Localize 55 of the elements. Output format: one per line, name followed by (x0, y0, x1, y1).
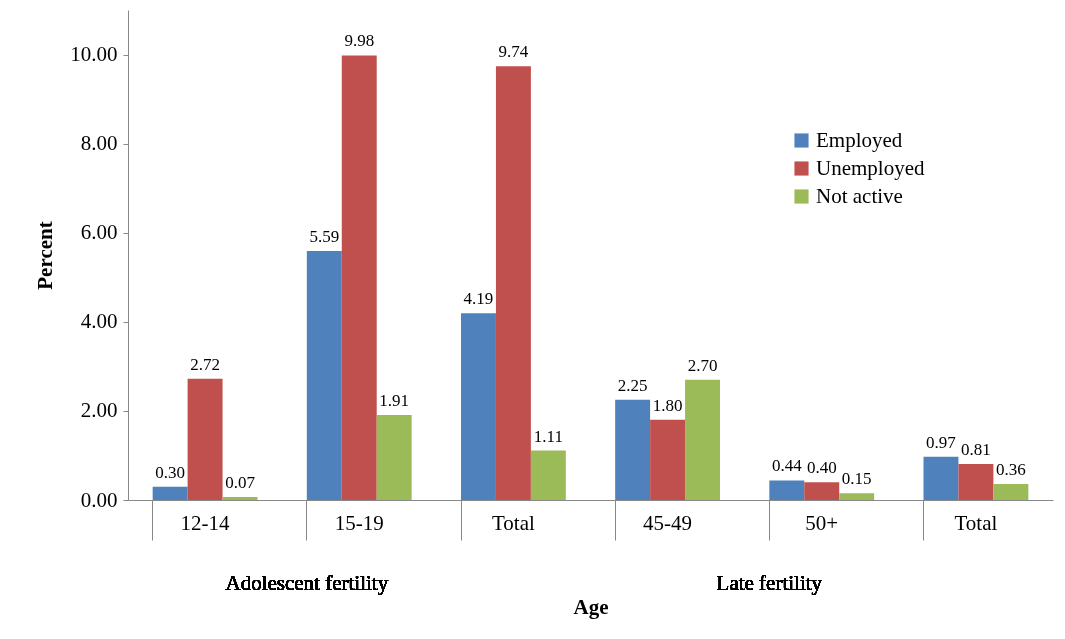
data-label: 0.40 (806, 458, 837, 478)
legend-label: Employed (816, 127, 903, 152)
bar (993, 483, 1029, 500)
data-label: 1.91 (379, 390, 410, 410)
y-tick-label: 10.00 (70, 42, 118, 67)
bar (222, 496, 258, 500)
data-label: 2.25 (617, 375, 648, 395)
bar (685, 379, 720, 500)
data-label: 9.74 (498, 42, 529, 62)
data-label: 4.19 (463, 289, 494, 309)
y-tick-label: 0.00 (80, 487, 118, 512)
y-tick-label: 6.00 (80, 220, 118, 245)
x-tick-label: 50+ (805, 510, 839, 535)
bar (187, 378, 223, 500)
data-label: 2.70 (687, 355, 718, 375)
text: Adolescent fertility (225, 571, 389, 595)
bar (958, 463, 994, 500)
bar (615, 399, 651, 500)
bar (152, 486, 188, 500)
bar (376, 414, 412, 500)
bar (341, 55, 377, 500)
data-label: 0.81 (961, 439, 991, 459)
data-label: 0.30 (155, 462, 186, 482)
x-tick-label: Total (491, 510, 535, 535)
bar (769, 480, 805, 500)
legend-label: Unemployed (816, 155, 925, 180)
data-label: 1.80 (652, 395, 683, 415)
y-tick-label: 8.00 (80, 131, 118, 156)
data-label: 0.44 (771, 456, 803, 476)
x-axis-title: Age (573, 595, 609, 619)
data-label: 1.11 (533, 426, 563, 446)
data-label: 0.07 (225, 472, 256, 492)
bar (923, 456, 959, 500)
data-label: 0.15 (841, 469, 872, 489)
data-label: 9.98 (344, 31, 375, 51)
data-label: 0.97 (926, 432, 957, 452)
data-label: 2.72 (190, 354, 220, 374)
legend-label: Not active (816, 183, 903, 208)
bar (839, 493, 875, 500)
data-label: 5.59 (309, 226, 340, 246)
data-label: 0.36 (995, 459, 1026, 479)
text: Late fertility (716, 571, 823, 595)
bar (530, 450, 566, 500)
y-tick-label: 4.00 (80, 309, 118, 334)
y-axis-title: Percent (33, 221, 58, 290)
bar (461, 313, 496, 500)
bar (306, 250, 342, 500)
x-tick-label: 45-49 (643, 510, 693, 535)
y-tick-label: 2.00 (80, 398, 118, 423)
x-tick-label: Total (954, 510, 998, 535)
bar (495, 66, 531, 500)
bar (804, 482, 840, 500)
bar (650, 419, 686, 500)
x-tick-label: 12-14 (180, 510, 231, 535)
x-tick-label: 15-19 (334, 510, 384, 535)
